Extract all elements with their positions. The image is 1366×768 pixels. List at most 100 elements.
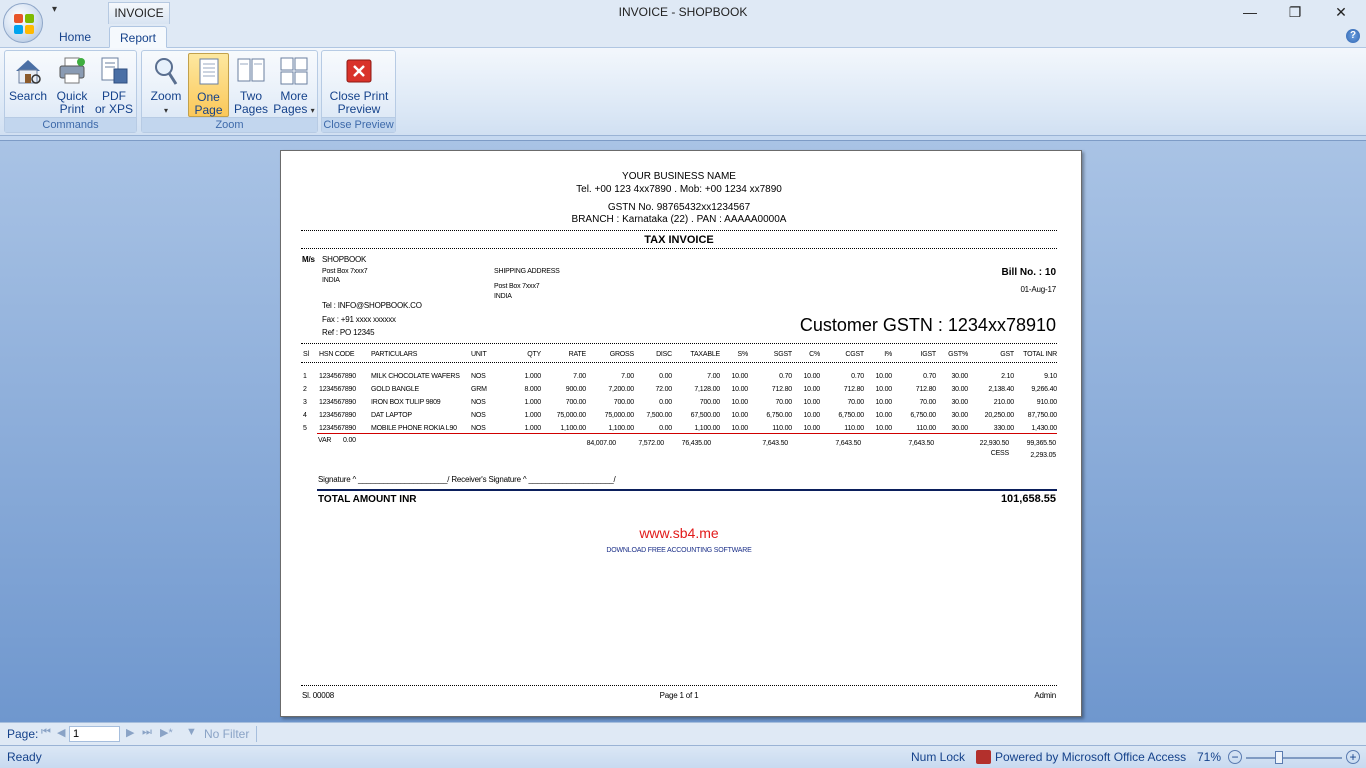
- total-cgst: 7,643.50: [835, 440, 861, 447]
- table-cell: 900.00: [565, 386, 586, 393]
- table-cell: 30.00: [951, 412, 968, 419]
- minimize-icon[interactable]: —: [1243, 4, 1257, 20]
- column-header: CGST: [845, 351, 864, 358]
- title-bar: INVOICE - SHOPBOOK ▾ INVOICE — ❐ ✕: [0, 0, 1366, 26]
- quick-access-toolbar-dropdown-icon[interactable]: ▾: [52, 4, 58, 15]
- table-cell: 9,266.40: [1031, 386, 1057, 393]
- close-print-preview-button[interactable]: Close Print Preview: [325, 53, 393, 117]
- table-cell: 7,128.00: [694, 386, 720, 393]
- column-header: IGST: [920, 351, 936, 358]
- table-cell: 910.00: [1036, 399, 1057, 406]
- cess-value: 2,293.05: [1030, 452, 1056, 459]
- table-cell: 1.000: [524, 399, 541, 406]
- more-pages-button[interactable]: More Pages ▾: [272, 53, 316, 117]
- new-record-icon[interactable]: ▶*: [160, 727, 173, 739]
- last-page-icon[interactable]: ⏭: [142, 726, 152, 738]
- column-header: I%: [884, 351, 892, 358]
- first-page-icon[interactable]: ⏮: [41, 726, 51, 738]
- group-zoom: Zoom ▾ One Page Two Pages: [141, 50, 318, 133]
- table-cell: 8.000: [524, 386, 541, 393]
- column-header: C%: [809, 351, 820, 358]
- table-cell: 700.00: [699, 399, 720, 406]
- customer-name: SHOPBOOK: [322, 255, 367, 264]
- access-logo-icon: [976, 750, 991, 764]
- office-button[interactable]: [3, 3, 43, 43]
- table-cell: 67,500.00: [690, 412, 721, 419]
- table-cell: 10.00: [731, 412, 748, 419]
- previous-page-icon[interactable]: ◀: [57, 727, 66, 739]
- total-gst: 22,930.50: [979, 440, 1010, 447]
- table-cell: 6,750.00: [838, 412, 864, 419]
- pdf-xps-button[interactable]: PDF or XPS: [93, 53, 135, 117]
- zoom-in-icon[interactable]: +: [1346, 750, 1360, 764]
- filter-status[interactable]: No Filter: [204, 727, 250, 741]
- printer-icon: [59, 57, 85, 84]
- zoom-slider-thumb[interactable]: [1274, 751, 1283, 764]
- house-search-icon: [16, 60, 41, 84]
- table-cell: 2,138.40: [988, 386, 1014, 393]
- table-row: 1 1234567890 MILK CHOCOLATE WAFERS NOS 1.000…: [302, 370, 1058, 383]
- column-header: GST%: [948, 351, 968, 358]
- window-title: INVOICE - SHOPBOOK: [618, 5, 748, 19]
- website-link[interactable]: www.sb4.me: [639, 525, 719, 541]
- shipping-address-line2: INDIA: [494, 293, 512, 300]
- column-header: TAXABLE: [690, 351, 720, 358]
- column-header: HSN CODE: [319, 351, 355, 358]
- total-gross: 84,007.00: [586, 440, 617, 447]
- table-cell: 10.00: [731, 425, 748, 432]
- total-amount-line: [317, 489, 1057, 491]
- total-amount-value: 101,658.55: [1000, 493, 1056, 505]
- table-cell: 0.00: [659, 425, 672, 432]
- table-cell: 5: [303, 425, 307, 432]
- table-cell: 0.70: [779, 373, 792, 380]
- next-page-icon[interactable]: ▶: [126, 727, 135, 739]
- total-taxable: 76,435.00: [681, 440, 712, 447]
- table-cell: 1,100.00: [608, 425, 634, 432]
- group-label-commands: Commands: [5, 117, 136, 132]
- table-cell: 0.00: [659, 373, 672, 380]
- table-cell: 10.00: [875, 373, 892, 380]
- table-cell: 10.00: [803, 386, 820, 393]
- zoom-button[interactable]: Zoom ▾: [145, 53, 187, 117]
- print-preview-area[interactable]: YOUR BUSINESS NAME Tel. +00 123 4xx7890 …: [0, 140, 1366, 722]
- table-cell: 712.80: [843, 386, 864, 393]
- record-navigation-bar: Page: ⏮ ◀ 1 ▶ ⏭ ▶* ▼ No Filter: [0, 722, 1366, 745]
- table-cell: 712.80: [771, 386, 792, 393]
- zoom-out-icon[interactable]: −: [1228, 750, 1242, 764]
- footer-page: Page 1 of 1: [659, 691, 699, 700]
- bill-date: 01-Aug-17: [1020, 285, 1056, 294]
- items-end-line: [317, 433, 1057, 434]
- table-cell: NOS: [471, 425, 486, 432]
- tab-home[interactable]: Home: [58, 30, 91, 44]
- table-cell: 9.10: [1044, 373, 1057, 380]
- table-cell: 70.00: [919, 399, 936, 406]
- restore-icon[interactable]: ❐: [1288, 4, 1302, 20]
- invoice-page: YOUR BUSINESS NAME Tel. +00 123 4xx7890 …: [280, 150, 1082, 717]
- tab-report[interactable]: Report: [109, 26, 167, 48]
- column-header: TOTAL INR: [1023, 351, 1057, 358]
- customer-ref: Ref : PO 12345: [322, 328, 375, 337]
- table-cell: 1.000: [524, 373, 541, 380]
- doc-title: TAX INVOICE: [644, 234, 714, 246]
- group-label-zoom: Zoom: [142, 117, 317, 132]
- table-cell: 7.00: [573, 373, 586, 380]
- one-page-button[interactable]: One Page: [188, 53, 229, 117]
- business-branch: BRANCH : Karnataka (22) . PAN : AAAAA000…: [571, 214, 787, 225]
- ribbon: Search Quick Print PDF or XPS Commands: [0, 48, 1366, 136]
- filter-icon[interactable]: ▼: [186, 726, 197, 738]
- table-row: 2 1234567890 GOLD BANGLE GRM 8.000 900.00 7,20…: [302, 383, 1058, 396]
- two-pages-button[interactable]: Two Pages: [230, 53, 272, 117]
- quick-print-button[interactable]: Quick Print: [51, 53, 93, 117]
- help-icon[interactable]: ?: [1346, 29, 1360, 43]
- status-powered-by: Powered by Microsoft Office Access: [995, 750, 1187, 764]
- zoom-dropdown-icon: ▾: [163, 106, 168, 115]
- customer-address-line1: Post Box 7xxx7: [322, 268, 368, 275]
- table-cell: GOLD BANGLE: [371, 386, 419, 393]
- column-header: QTY: [527, 351, 541, 358]
- page-number-input[interactable]: 1: [69, 726, 120, 742]
- table-cell: 1234567890: [319, 373, 356, 380]
- close-window-icon[interactable]: ✕: [1335, 4, 1347, 20]
- zoom-slider-track[interactable]: [1246, 757, 1342, 759]
- search-button[interactable]: Search: [7, 53, 49, 117]
- divider: [256, 726, 257, 742]
